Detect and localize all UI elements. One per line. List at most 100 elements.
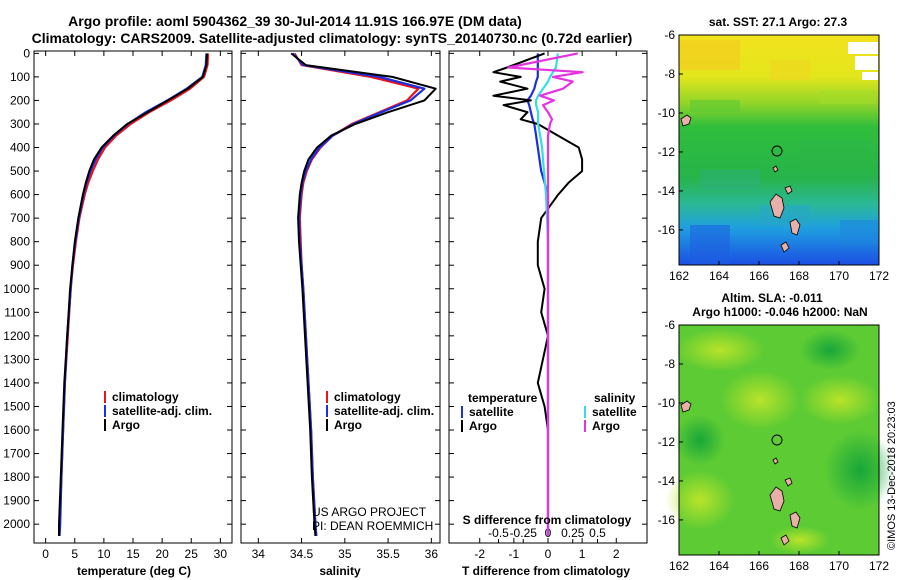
legend-title-temperature: temperature: [468, 391, 538, 405]
lat-tick-label: -8: [664, 357, 675, 371]
imos-timestamp: ©IMOS 13-Dec-2018 20:23:03: [886, 401, 898, 550]
x-tick-label: 30: [214, 547, 228, 561]
lon-tick-label: 162: [669, 269, 689, 283]
depth-tick-label: 600: [10, 188, 30, 202]
depth-tick-label: 800: [10, 235, 30, 249]
depth-tick-label: 100: [10, 70, 30, 84]
legend-title-salinity: salinity: [594, 391, 636, 405]
depth-tick-label: 500: [10, 164, 30, 178]
sst-field-texture: [680, 40, 878, 265]
salinity-axes-frame: [240, 50, 441, 544]
depth-tick-label: 700: [10, 211, 30, 225]
lat-tick-label: -8: [664, 67, 675, 81]
legend-marker-climatology: [104, 391, 106, 403]
island-shape: [769, 193, 785, 219]
island-shape: [769, 486, 785, 512]
profile-line-satellite-adj-clim-: [58, 53, 208, 536]
lat-tick-label: -6: [664, 318, 675, 332]
x-tick-label: 25: [185, 547, 199, 561]
argo-location-marker: [771, 145, 783, 157]
legend-marker-climatology: [326, 391, 328, 403]
depth-tick-label: 1400: [3, 376, 30, 390]
legend-marker-s-satellite: [584, 406, 586, 418]
lon-tick-label: 170: [829, 269, 849, 283]
legend-label-climatology: climatology: [334, 390, 401, 404]
profile-line-argo: [58, 53, 208, 536]
temperature-legend: climatology satellite-adj. clim. Argo: [104, 390, 212, 432]
island-shape: [772, 457, 779, 465]
depth-tick-label: 1800: [3, 470, 30, 484]
depth-tick-label: 1200: [3, 329, 30, 343]
depth-tick-label: 2000: [3, 517, 30, 531]
x-tick-label: 10: [97, 547, 111, 561]
sla-islands: [680, 400, 801, 546]
legend-marker-t-satellite: [461, 406, 463, 418]
x-tick-label: 35: [338, 547, 352, 561]
x-tick-label: 15: [126, 547, 140, 561]
project-credit: US ARGO PROJECT: [312, 505, 427, 519]
legend-marker-argo: [104, 419, 106, 431]
depth-tick-label: 900: [10, 258, 30, 272]
sla-map-title: Altim. SLA: -0.011: [721, 291, 823, 305]
legend-label-satellite: satellite-adj. clim.: [112, 404, 212, 418]
lat-tick-label: -12: [658, 435, 676, 449]
depth-tick-label: 300: [10, 117, 30, 131]
pi-credit: PI: DEAN ROEMMICH: [312, 519, 433, 533]
lon-tick-label: 168: [789, 559, 809, 573]
temperature-panel: 0100200300400500600700800900100011001200…: [3, 46, 233, 578]
legend-marker-argo: [326, 419, 328, 431]
temperature-profiles: [57, 53, 210, 536]
title-line-1: Argo profile: aoml 5904362_39 30-Jul-201…: [68, 13, 522, 29]
depth-tick-label: 1000: [3, 282, 30, 296]
salinity-difference-ticks: -0.5 -0.25 0 0.25 0.5: [488, 526, 606, 543]
island-shape: [780, 241, 790, 253]
legend-label-s-satellite: satellite: [592, 405, 637, 419]
x-tick-label: 36: [425, 547, 439, 561]
legend-marker-t-argo: [461, 420, 463, 432]
x-tick-label: 35.5: [376, 547, 400, 561]
s-tick-label: 0.25: [561, 526, 585, 540]
lat-tick-label: -16: [658, 223, 676, 237]
lat-tick-label: -10: [658, 396, 676, 410]
salinity-panel: 34 34.5 35 35.5 36 salinity climatology sate…: [240, 50, 441, 578]
sla-map-panel: Altim. SLA: -0.011 Argo h1000: -0.046 h2…: [658, 291, 895, 573]
salinity-xlabel: salinity: [319, 564, 361, 578]
lon-tick-label: 164: [709, 559, 729, 573]
salinity-legend: climatology satellite-adj. clim. Argo: [326, 390, 434, 432]
sla-field-texture: [665, 328, 895, 554]
depth-tick-label: 1700: [3, 447, 30, 461]
sst-map-frame: [678, 34, 880, 266]
lon-tick-label: 168: [789, 269, 809, 283]
difference-profiles: [492, 52, 584, 536]
x-tick-label: 34: [252, 547, 266, 561]
difference-y-ticks: [449, 52, 647, 525]
legend-marker-s-argo: [584, 420, 586, 432]
temperature-x-ticks: 0 5 10 15 20 25 30: [42, 51, 227, 561]
lat-tick-label: -10: [658, 106, 676, 120]
sst-missing-data: [848, 42, 878, 80]
salinity-x-ticks: 34 34.5 35 35.5 36: [252, 51, 439, 561]
title-line-2: Climatology: CARS2009. Satellite-adjuste…: [32, 30, 633, 46]
difference-top-label: S difference from climatology: [463, 513, 632, 527]
argo-location-marker: [771, 434, 783, 446]
legend-label-t-satellite: satellite: [469, 405, 514, 419]
island-shape: [680, 114, 692, 127]
temperature-xlabel: temperature (deg C): [77, 564, 191, 578]
island-shape: [789, 511, 801, 529]
x-tick-label: -1: [509, 547, 520, 561]
island-shape: [680, 400, 692, 413]
depth-tick-label: 400: [10, 141, 30, 155]
profile-line-temperature-argo: [492, 52, 584, 536]
sst-map-title: sat. SST: 27.1 Argo: 27.3: [709, 15, 848, 29]
depth-tick-label: 1500: [3, 399, 30, 413]
lon-tick-label: 164: [709, 269, 729, 283]
depth-tick-label: 1900: [3, 494, 30, 508]
lon-tick-label: 170: [829, 559, 849, 573]
s-tick-label: 0.5: [589, 526, 606, 540]
x-tick-label: 0: [545, 547, 552, 561]
x-tick-label: 1: [579, 547, 586, 561]
profile-line-argo: [290, 52, 437, 536]
difference-legend: temperature satellite Argo salinity sate…: [461, 391, 637, 433]
legend-marker-satellite: [104, 405, 106, 417]
